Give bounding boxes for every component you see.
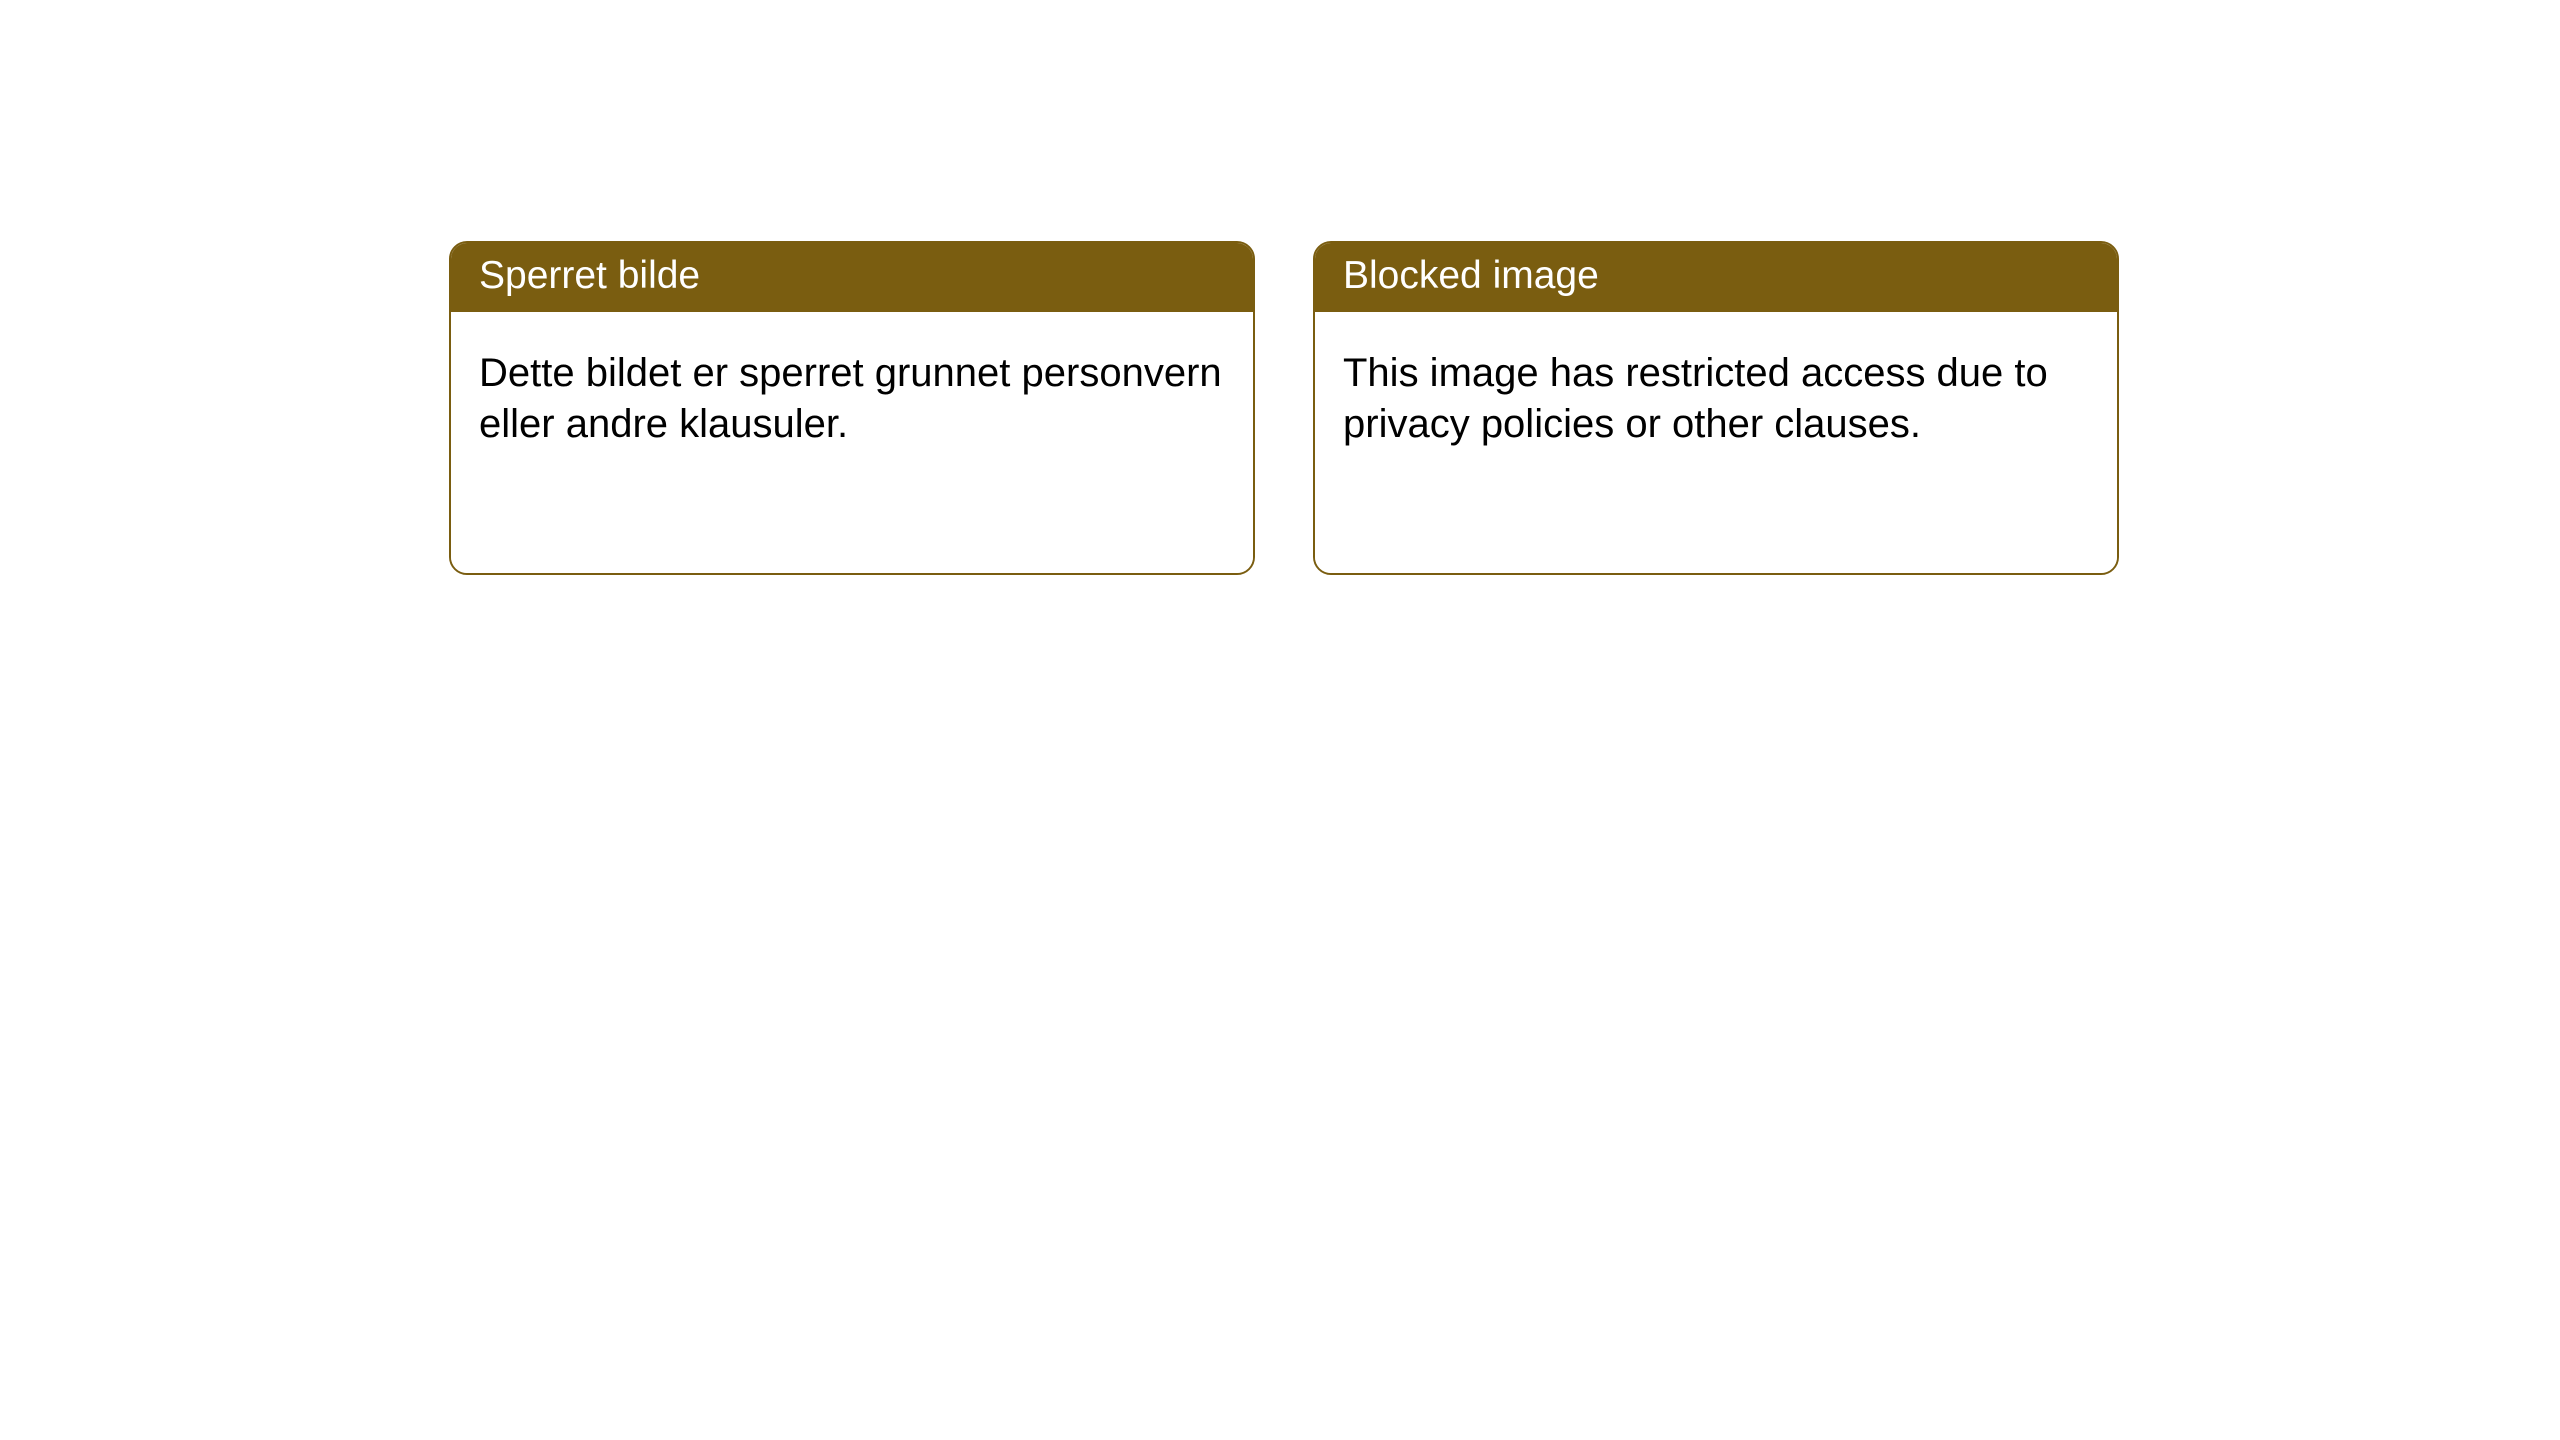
notice-container: Sperret bilde Dette bildet er sperret gr… xyxy=(0,0,2560,575)
notice-card-english: Blocked image This image has restricted … xyxy=(1313,241,2119,575)
notice-body-norwegian: Dette bildet er sperret grunnet personve… xyxy=(451,312,1253,573)
notice-card-norwegian: Sperret bilde Dette bildet er sperret gr… xyxy=(449,241,1255,575)
notice-title-english: Blocked image xyxy=(1315,243,2117,312)
notice-title-norwegian: Sperret bilde xyxy=(451,243,1253,312)
notice-body-english: This image has restricted access due to … xyxy=(1315,312,2117,573)
